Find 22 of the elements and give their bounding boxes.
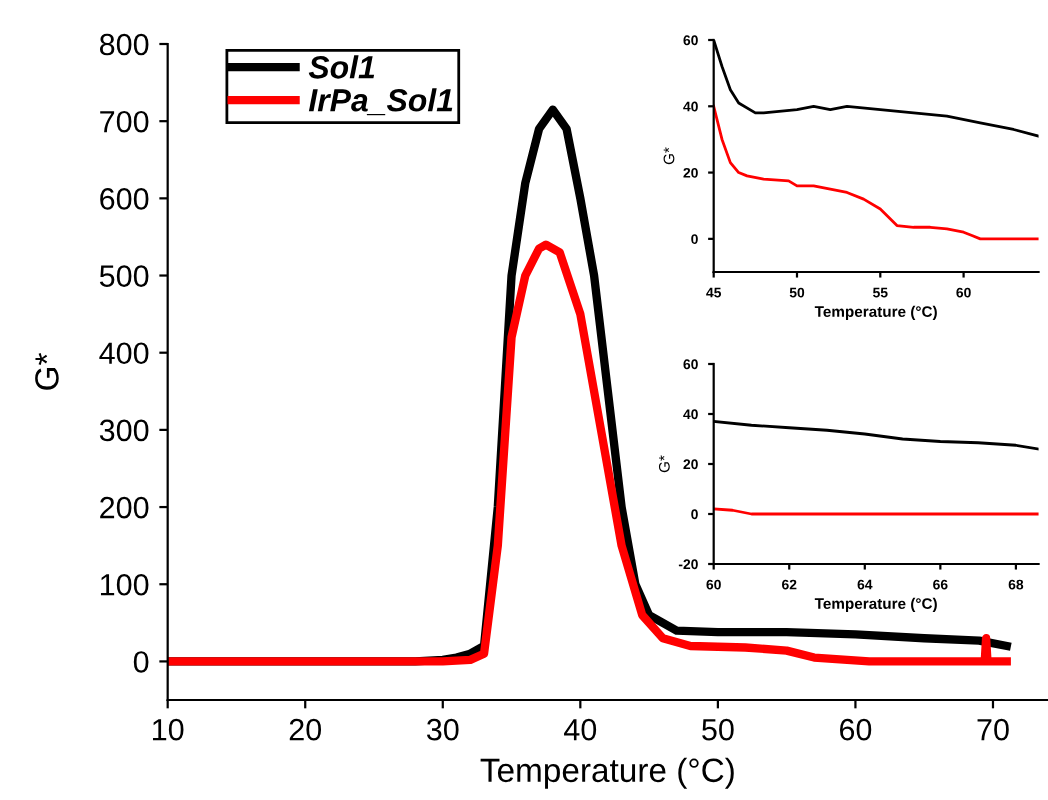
- x-tick-label: 10: [153, 718, 184, 741]
- y-tick-label: 700: [100, 110, 149, 133]
- y-tick-label: 100: [100, 573, 149, 596]
- x-tick-label: 50: [702, 718, 734, 741]
- y-tick-label: 300: [99, 419, 149, 442]
- y-tick-label: 0: [133, 651, 149, 673]
- y-tick-label: 800: [99, 33, 149, 56]
- y-tick-label: 200: [100, 496, 149, 519]
- y-tick-label: 600: [100, 188, 149, 210]
- x-tick-label: 70: [977, 718, 1009, 741]
- x-tick-label: 30: [426, 718, 459, 741]
- y-tick-label: 400: [99, 342, 149, 365]
- x-tick-label: 20: [289, 718, 322, 741]
- line-series: [713, 104, 1039, 241]
- y-tick-label: 500: [99, 265, 149, 287]
- x-tick-label: 40: [564, 718, 597, 741]
- x-axis-title: Temperature (°C): [480, 757, 734, 789]
- line-series: [167, 240, 1011, 666]
- y-axis-title: G*: [35, 353, 59, 390]
- legend-label: Sol1: [308, 55, 375, 79]
- x-tick-label: 60: [839, 718, 872, 741]
- legend-label: IrPa_Sol1: [308, 88, 453, 116]
